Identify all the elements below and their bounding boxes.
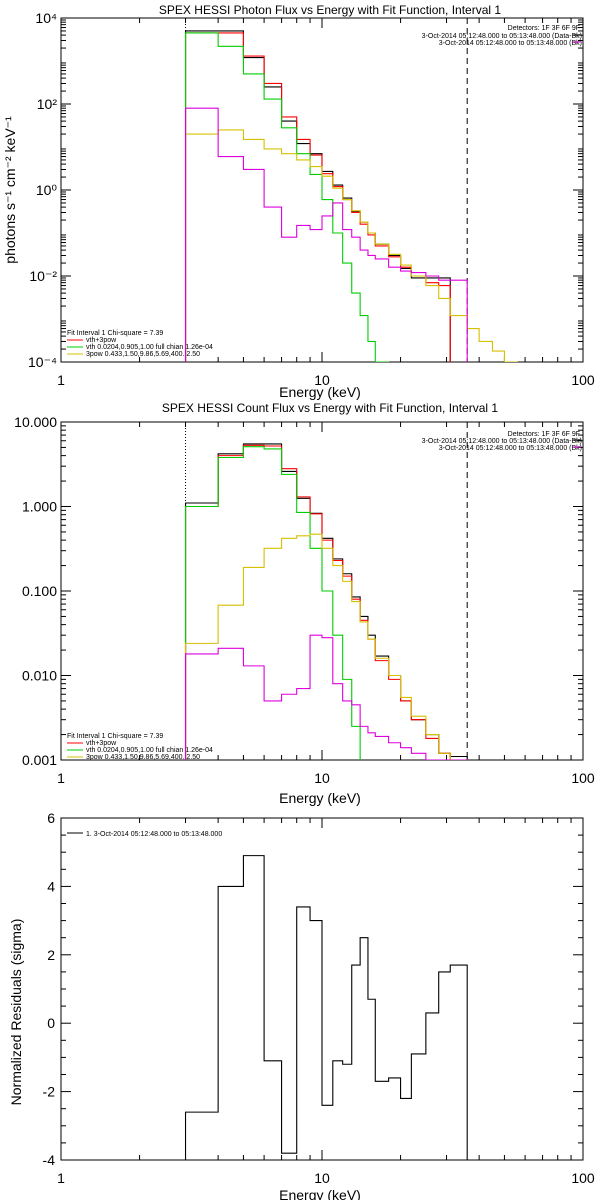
residuals-y-tick-label: 2: [47, 947, 55, 963]
residuals-series-group: [184, 855, 468, 1160]
photon-flux-legend-3pow: 3pow 0.433,1.50,9.86,5.69,400.,2.50: [86, 351, 200, 358]
photon-flux-x-tick-label: 100: [571, 372, 595, 388]
photon-flux-series-vth+3pow: [184, 32, 451, 362]
count-flux-series-background: [184, 634, 468, 760]
photon-flux-panel: SPEX HESSI Photon Flux vs Energy with Fi…: [2, 3, 595, 400]
count-flux-legend-bk: 3-Oct-2014 05:12:48.000 to 05:13:48.000 …: [439, 445, 582, 452]
photon-flux-series-data: [184, 30, 451, 362]
photon-flux-plot-frame: [60, 17, 584, 363]
residuals-y-tick-label: -2: [43, 1084, 56, 1100]
count-flux-x-tick-label: 100: [571, 770, 595, 786]
count-flux-plot-frame: [60, 421, 584, 761]
residuals-y-tick-label: -4: [43, 1152, 56, 1168]
photon-flux-y-tick-label: 10⁴: [35, 10, 57, 26]
residuals-y-tick-label: 6: [47, 810, 55, 826]
count-flux-y-tick-label: 0.100: [22, 583, 57, 599]
residuals-plot-frame: [60, 817, 584, 1161]
photon-flux-y-tick-label: 10⁻²: [29, 268, 57, 284]
photon-flux-detectors-label: Detectors: 1F 3F 6F 9F: [508, 25, 580, 32]
count-flux-series-vth+3pow: [184, 444, 468, 760]
photon-flux-series-group: [184, 30, 518, 362]
residuals-series-residuals: [184, 855, 468, 1160]
count-flux-title: SPEX HESSI Count Flux vs Energy with Fit…: [162, 401, 498, 415]
photon-flux-series-vth: [184, 32, 390, 362]
residuals-panel: Energy (keV) Normalized Residuals (sigma…: [8, 810, 595, 1200]
count-flux-series-data: [184, 443, 468, 760]
count-flux-legend-vth: vth 0.0204,0.905,1.00 full chian 1.26e-0…: [86, 747, 213, 754]
count-flux-legend-3pow: 3pow 0.433,1.50,9.86,5.69,400.,2.50: [86, 754, 200, 761]
photon-flux-y-tick-label: 10⁻⁴: [28, 354, 57, 370]
count-flux-xlabel: Energy (keV): [279, 790, 361, 806]
photon-flux-fit-interval-label: Fit Interval 1 Chi-square = 7.39: [67, 330, 163, 337]
residuals-xlabel: Energy (keV): [279, 1187, 361, 1200]
count-flux-series-3pow: [184, 533, 451, 760]
photon-flux-xlabel: Energy (keV): [279, 384, 361, 400]
photon-flux-x-tick-label: 10: [314, 372, 330, 388]
photon-flux-y-tick-label: 10²: [37, 96, 58, 112]
photon-flux-legend-databk: 3-Oct-2014 05:12:48.000 to 05:13:48.000 …: [422, 33, 582, 40]
count-flux-x-tick-label: 10: [314, 770, 330, 786]
count-flux-y-tick-label: 1.000: [22, 499, 57, 515]
residuals-x-tick-label: 1: [57, 1170, 65, 1186]
residuals-ylabel: Normalized Residuals (sigma): [8, 919, 24, 1106]
count-flux-detectors-label: Detectors: 1F 3F 6F 9F: [508, 431, 580, 438]
count-flux-series-group: [184, 443, 468, 760]
photon-flux-legend-vth3pow: vth+3pow: [86, 337, 117, 344]
count-flux-legend-vth3pow: vth+3pow: [86, 740, 117, 747]
photon-flux-x-tick-label: 1: [57, 372, 65, 388]
photon-flux-ylabel: photons s⁻¹ cm⁻² keV⁻¹: [2, 116, 18, 264]
residuals-x-tick-label: 10: [314, 1170, 330, 1186]
residuals-x-tick-label: 100: [571, 1170, 595, 1186]
photon-flux-title: SPEX HESSI Photon Flux vs Energy with Fi…: [159, 3, 501, 17]
residuals-legend-entry: 1. 3-Oct-2014 05:12:48.000 to 05:13:48.0…: [86, 831, 222, 838]
count-flux-y-tick-label: 0.010: [22, 668, 57, 684]
photon-flux-legend-vth: vth 0.0204,0.905,1.00 full chian 1.26e-0…: [86, 344, 213, 351]
photon-flux-y-tick-label: 10⁰: [36, 182, 58, 198]
residuals-y-tick-label: 0: [47, 1015, 55, 1031]
count-flux-fit-interval-label: Fit Interval 1 Chi-square = 7.39: [67, 733, 163, 740]
count-flux-panel: SPEX HESSI Count Flux vs Energy with Fit…: [14, 401, 595, 806]
photon-flux-series-background: [184, 107, 468, 362]
count-flux-legend-databk: 3-Oct-2014 05:12:48.000 to 05:13:48.000 …: [422, 438, 582, 445]
count-flux-series-vth: [184, 446, 361, 760]
photon-flux-legend-bk: 3-Oct-2014 05:12:48.000 to 05:13:48.000 …: [439, 40, 582, 47]
count-flux-y-tick-label: 10.000: [14, 414, 57, 430]
residuals-y-tick-label: 4: [47, 878, 55, 894]
count-flux-x-tick-label: 1: [57, 770, 65, 786]
count-flux-y-tick-label: 0.001: [22, 752, 57, 768]
